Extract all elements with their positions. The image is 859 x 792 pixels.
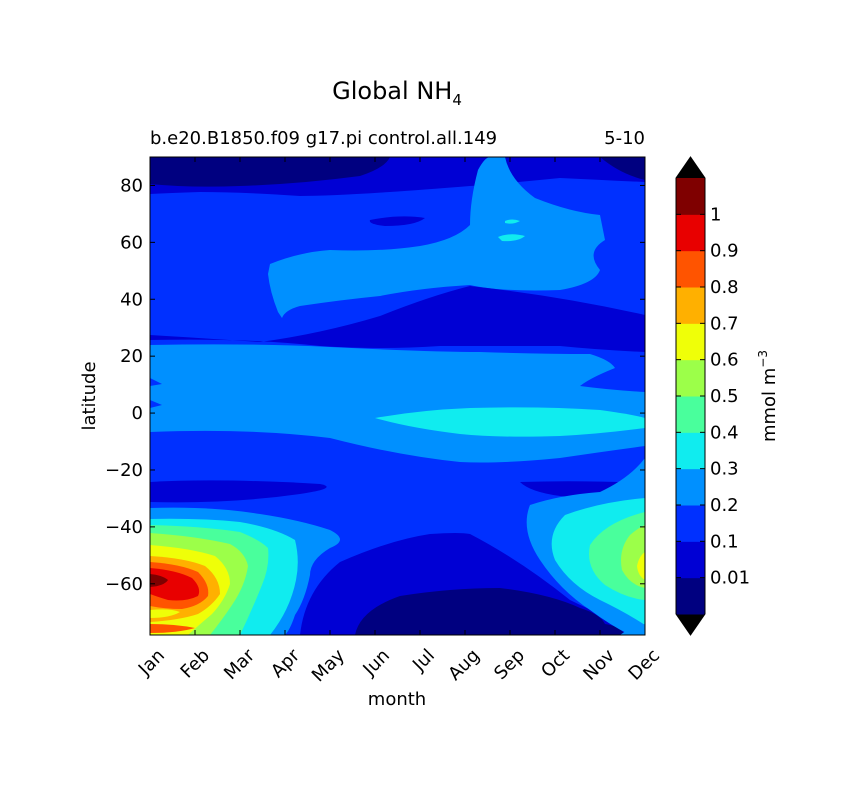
contour-fill [637, 552, 645, 580]
contour-fill [375, 407, 645, 437]
colorbar-swatch [676, 577, 705, 615]
plot-frame [149, 156, 646, 636]
y-tick-label: −60 [105, 574, 143, 595]
colorbar-swatch [676, 287, 705, 324]
colorbar-tick-label: 0.7 [710, 313, 739, 334]
colorbar-swatch [676, 432, 705, 470]
x-tick-label: Mar [220, 645, 259, 684]
contour-fill [150, 286, 645, 352]
colorbar-outline [675, 156, 706, 636]
colorbar: 0.01 0.1 0.2 0.3 0.4 0.5 0.6 0.7 0.8 0.9 1 [675, 156, 750, 636]
contour-fill [600, 157, 645, 180]
x-axis-label: month [368, 689, 426, 710]
contour-fill [498, 234, 525, 242]
colorbar-extend-min [676, 614, 705, 635]
x-tick-label: Sep [490, 645, 529, 684]
colorbar-tick-label: 0.5 [710, 386, 739, 407]
colorbar-tick-label: 0.1 [710, 531, 739, 552]
colorbar-swatch [676, 541, 705, 579]
y-tick-label: 40 [120, 289, 143, 310]
colorbar-tick-label: 0.4 [710, 422, 739, 443]
y-tick-label: −20 [105, 460, 143, 481]
colorbar-swatch [676, 505, 705, 542]
y-axis: −60 −40 −20 0 20 40 60 80 [105, 175, 645, 595]
contour-fill [505, 219, 520, 224]
colorbar-tick-label: 0.6 [710, 350, 739, 371]
y-tick-label: 60 [120, 232, 143, 253]
contour-fill [150, 624, 195, 633]
colorbar-tick-label: 0.01 [710, 568, 750, 589]
contour-fill [355, 588, 625, 635]
colorbar-swatch [676, 323, 705, 361]
colorbar-swatch [676, 214, 705, 252]
colorbar-tick-label: 0.8 [710, 277, 739, 298]
colorbar-swatch [676, 468, 705, 506]
colorbar-tick-label: 0.2 [710, 495, 739, 516]
colorbar-swatch [676, 250, 705, 288]
x-tick-label: Jun [359, 645, 394, 680]
colorbar-swatch [676, 359, 705, 397]
x-tick-label: Oct [537, 645, 574, 682]
contour-fill [620, 624, 645, 635]
contour-fill [150, 157, 390, 187]
x-tick-label: May [308, 645, 349, 686]
contour-fill [369, 216, 425, 226]
colorbar-swatch [676, 178, 705, 215]
colorbar-label: mmol m−3 [756, 350, 780, 442]
x-tick-label: Feb [177, 645, 214, 682]
colorbar-tick-label: 1 [710, 204, 721, 225]
x-tick-label: Dec [625, 645, 664, 684]
contour-fill [150, 609, 180, 618]
y-tick-label: 20 [120, 346, 143, 367]
contour-fill [150, 480, 327, 503]
colorbar-swatch [676, 396, 705, 433]
plot-area [150, 157, 645, 635]
x-tick-label: Apr [267, 645, 304, 682]
contour-fill [268, 157, 605, 318]
x-tick-label: Aug [444, 645, 484, 685]
chart-subtitle-right: 5-10 [604, 128, 645, 149]
colorbar-extend-max [676, 157, 705, 178]
y-tick-label: −40 [105, 517, 143, 538]
chart-title: Global NH4 [332, 77, 462, 109]
colorbar-tick-label: 0.9 [710, 241, 739, 262]
x-tick-label: Nov [579, 645, 619, 685]
chart-subtitle-left: b.e20.B1850.f09 g17.pi control.all.149 [150, 128, 497, 149]
colorbar-tick-label: 0.3 [710, 459, 739, 480]
y-tick-label: 80 [120, 175, 143, 196]
x-tick-label: Jul [408, 645, 439, 676]
x-tick-label: Jan [134, 645, 169, 680]
y-tick-label: 0 [132, 403, 143, 424]
contour-fill [150, 568, 200, 601]
y-axis-label: latitude [79, 361, 100, 430]
